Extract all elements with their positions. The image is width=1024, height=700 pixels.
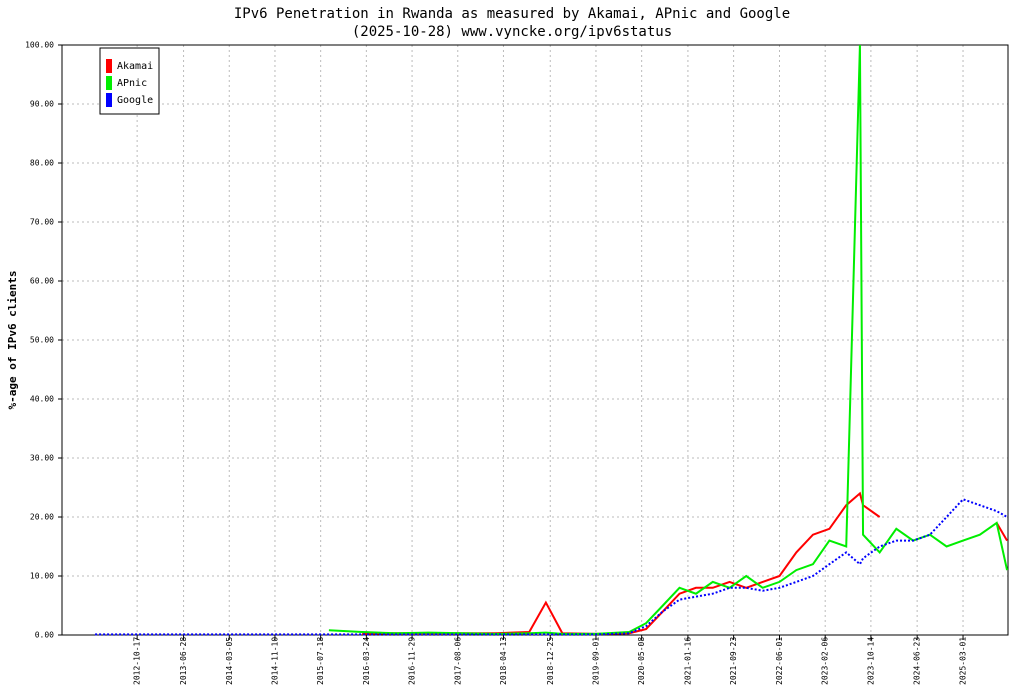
y-tick-label: 30.00 xyxy=(30,454,54,463)
x-tick-label: 2012-10-17 xyxy=(133,637,142,685)
y-tick-label: 0.00 xyxy=(35,631,54,640)
y-tick-label: 70.00 xyxy=(30,218,54,227)
x-tick-label: 2019-09-01 xyxy=(591,637,600,685)
x-tick-label: 2015-07-18 xyxy=(316,637,325,685)
y-tick-label: 20.00 xyxy=(30,513,54,522)
y-tick-label: 90.00 xyxy=(30,100,54,109)
y-tick-label: 80.00 xyxy=(30,159,54,168)
y-tick-label: 40.00 xyxy=(30,395,54,404)
legend-swatch xyxy=(106,76,112,90)
x-tick-label: 2021-09-23 xyxy=(729,637,738,685)
chart-title: IPv6 Penetration in Rwanda as measured b… xyxy=(234,6,790,22)
y-tick-label: 60.00 xyxy=(30,277,54,286)
y-tick-label: 10.00 xyxy=(30,572,54,581)
series-line xyxy=(95,498,1008,636)
x-tick-label: 2022-06-01 xyxy=(775,637,784,685)
legend-label: Google xyxy=(117,95,153,106)
x-tick-label: 2020-05-08 xyxy=(637,637,646,685)
x-tick-label: 2014-11-10 xyxy=(270,637,279,685)
x-tick-label: 2017-08-06 xyxy=(453,637,462,685)
x-tick-label: 2018-04-13 xyxy=(499,637,508,685)
x-tick-label: 2014-03-05 xyxy=(225,637,234,685)
plot-frame xyxy=(61,44,1009,636)
series-line xyxy=(328,44,1009,635)
legend-label: APnic xyxy=(117,78,147,89)
x-tick-label: 2023-10-14 xyxy=(866,637,875,685)
x-tick-label: 2024-06-23 xyxy=(913,637,922,685)
y-axis-label: %-age of IPv6 clients xyxy=(6,270,19,409)
x-tick-label: 2016-11-29 xyxy=(408,637,417,685)
x-tick-label: 2016-03-24 xyxy=(362,637,371,685)
y-tick-label: 100.00 xyxy=(25,41,54,50)
x-tick-label: 2013-06-28 xyxy=(179,637,188,685)
x-tick-label: 2025-03-01 xyxy=(959,637,968,685)
x-tick-label: 2021-01-16 xyxy=(683,637,692,685)
x-tick-label: 2023-02-06 xyxy=(821,637,830,685)
x-tick-label: 2018-12-25 xyxy=(546,637,555,685)
legend-label: Akamai xyxy=(117,61,153,72)
chart-subtitle: (2025-10-28) www.vyncke.org/ipv6status xyxy=(352,24,672,40)
legend-swatch xyxy=(106,59,112,73)
legend-swatch xyxy=(106,93,112,107)
y-tick-label: 50.00 xyxy=(30,336,54,345)
